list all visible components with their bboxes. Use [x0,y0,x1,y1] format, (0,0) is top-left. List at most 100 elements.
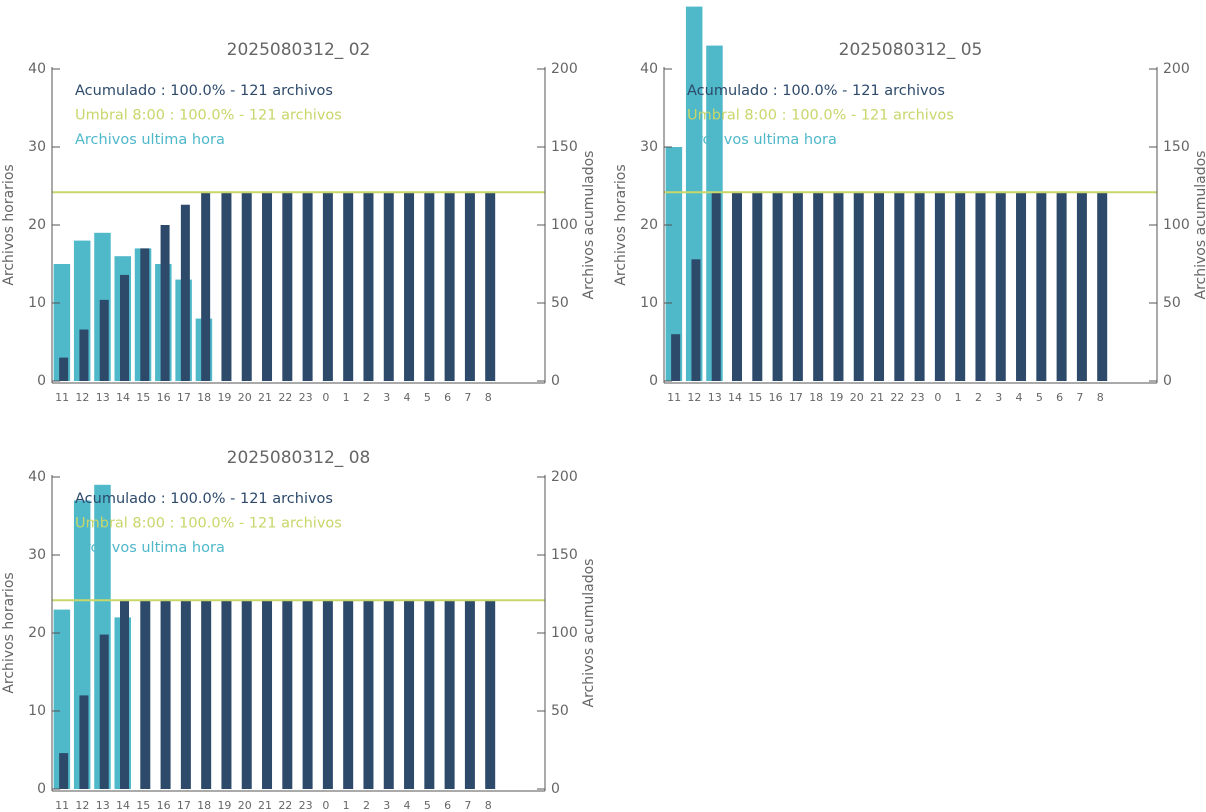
cumulative-bar [732,192,743,381]
cumulative-bar [853,192,864,381]
cumulative-bar [343,600,354,789]
legend-entry: Acumulado : 100.0% - 121 archivos [687,83,945,99]
cumulative-bar [79,329,89,381]
x-tick-label: 4 [1016,391,1023,404]
x-tick-label: 3 [383,391,390,404]
cumulative-bar [1097,192,1108,381]
y2-tick-label: 0 [551,781,560,797]
cumulative-bar [383,192,394,381]
cumulative-bar [975,192,986,381]
cumulative-bar [444,600,455,789]
x-tick-label: 18 [197,391,211,404]
x-tick-label: 6 [444,799,451,812]
cumulative-bar [404,192,415,381]
cumulative-bar [59,753,69,789]
cumulative-bar [322,600,333,789]
cumulative-bar [241,192,252,381]
x-tick-label: 18 [197,799,211,812]
y-tick-label: 10 [28,295,46,311]
x-tick-label: 22 [278,799,292,812]
y2-axis-label: Archivos acumulados [1193,151,1206,300]
y2-tick-label: 0 [551,373,560,389]
cumulative-bar [485,192,496,381]
y2-tick-label: 0 [1163,373,1172,389]
x-tick-label: 0 [322,799,329,812]
y2-tick-label: 150 [551,139,578,155]
x-tick-label: 12 [75,391,89,404]
subplot-title: 2025080312_ 08 [227,448,371,468]
y2-tick-label: 150 [551,547,578,563]
x-tick-label: 8 [1097,391,1104,404]
y-tick-label: 30 [640,139,658,155]
x-tick-label: 7 [1076,391,1083,404]
cumulative-bar [874,192,885,381]
x-tick-label: 14 [116,799,130,812]
subplot-title: 2025080312_ 05 [839,40,983,60]
x-tick-label: 17 [789,391,803,404]
x-tick-label: 19 [217,799,231,812]
x-tick-label: 16 [769,391,783,404]
x-tick-label: 20 [238,391,252,404]
x-tick-label: 23 [299,799,313,812]
cumulative-bar [464,600,475,789]
cumulative-bar [424,600,435,789]
cumulative-bar [1016,192,1027,381]
cumulative-bar [282,600,293,789]
cumulative-bar [934,192,945,381]
cumulative-bar [262,600,273,789]
legend-entry: Umbral 8:00 : 100.0% - 121 archivos [687,108,954,124]
cumulative-bar [282,192,293,381]
cumulative-bar [302,600,313,789]
cumulative-bar [464,192,475,381]
x-tick-label: 20 [238,799,252,812]
x-tick-label: 20 [850,391,864,404]
x-tick-label: 15 [748,391,762,404]
cumulative-bar [914,192,925,381]
x-tick-label: 19 [829,391,843,404]
y2-tick-label: 200 [551,469,578,485]
x-tick-label: 15 [136,391,150,404]
cumulative-bar [833,192,844,381]
x-tick-label: 1 [343,799,350,812]
y-axis-label: Archivos horarios [1,164,17,285]
y-tick-label: 20 [640,217,658,233]
x-tick-label: 2 [363,799,370,812]
cumulative-bar [894,192,905,381]
x-tick-label: 13 [708,391,722,404]
x-tick-label: 5 [424,391,431,404]
y-tick-label: 20 [28,217,46,233]
x-tick-label: 7 [464,391,471,404]
cumulative-bar [711,192,721,381]
cumulative-bar [691,259,701,381]
cumulative-bar [343,192,354,381]
cumulative-bar [262,192,273,381]
cumulative-bar [241,600,252,789]
x-tick-label: 16 [157,391,171,404]
y-tick-label: 40 [28,61,46,77]
x-tick-label: 17 [177,391,191,404]
cumulative-bar [1036,192,1047,381]
x-tick-label: 4 [404,799,411,812]
cumulative-bar [160,600,171,789]
cumulative-bar [221,600,232,789]
cumulative-bar [201,192,211,381]
x-tick-label: 5 [424,799,431,812]
cumulative-bar [383,600,394,789]
cumulative-bar [140,248,150,381]
y2-tick-label: 50 [1163,295,1181,311]
x-tick-label: 21 [258,391,272,404]
cumulative-bar [444,192,455,381]
legend-entry: Archivos ultima hora [75,132,225,148]
cumulative-bar [59,357,69,381]
x-tick-label: 21 [870,391,884,404]
y2-axis-label: Archivos acumulados [581,151,597,300]
cumulative-bar [995,192,1006,381]
cumulative-bar [322,192,333,381]
cumulative-bar [180,600,191,789]
y-tick-label: 30 [28,547,46,563]
x-tick-label: 5 [1036,391,1043,404]
x-tick-label: 11 [667,391,681,404]
x-tick-label: 21 [258,799,272,812]
x-tick-label: 6 [1056,391,1063,404]
